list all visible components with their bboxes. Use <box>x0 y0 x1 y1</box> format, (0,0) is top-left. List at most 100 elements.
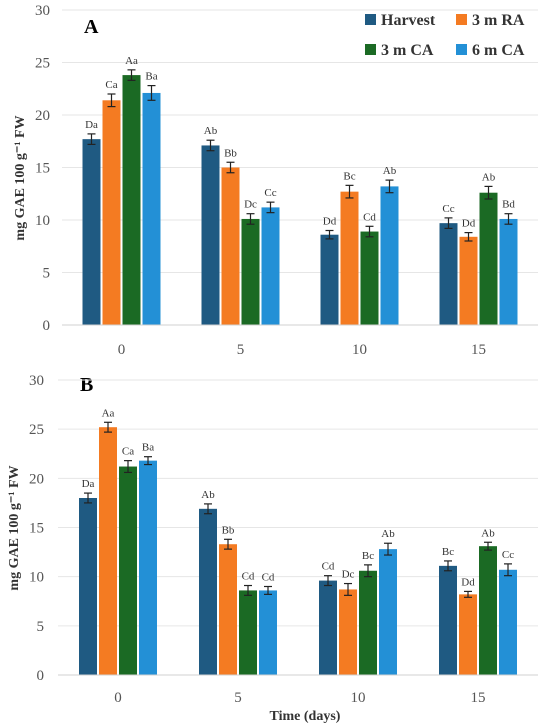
y-tick-label: 25 <box>29 422 44 438</box>
bar <box>319 580 337 675</box>
bar <box>459 594 477 675</box>
x-tick-label: 5 <box>237 342 245 358</box>
legend-label: Harvest <box>381 12 436 29</box>
y-tick-label: 0 <box>37 668 45 684</box>
panel-b-x-axis-title: Time (days) <box>270 709 341 724</box>
bar <box>99 427 117 675</box>
bar-significance-label: Da <box>85 119 98 131</box>
bar-significance-label: Ab <box>381 528 395 540</box>
bar-significance-label: Ab <box>482 171 496 183</box>
x-tick-label: 0 <box>118 342 126 358</box>
bar <box>479 192 498 325</box>
bar-significance-label: Ab <box>201 489 215 501</box>
panel-a-y-ticks: 0 5 10 15 20 25 30 <box>35 3 50 334</box>
bar-significance-label: Dd <box>461 576 475 588</box>
y-tick-label: 10 <box>35 213 50 229</box>
bar-significance-label: Cc <box>264 187 276 199</box>
bar <box>359 570 377 675</box>
error-bar <box>484 185 493 200</box>
bar-significance-label: Cd <box>363 211 376 223</box>
bar <box>479 546 497 675</box>
bar-significance-label: Ab <box>383 165 397 177</box>
error-bar <box>127 69 136 81</box>
y-tick-label: 15 <box>29 521 44 537</box>
legend-item: Harvest <box>365 12 436 29</box>
bar <box>499 569 517 675</box>
bar-significance-label: Bb <box>224 147 237 159</box>
bar <box>139 460 157 675</box>
legend-item: 3 m RA <box>456 12 525 29</box>
panel-b-y-axis-title: mg GAE 100 g⁻¹ FW <box>7 465 22 590</box>
bar-significance-label: Bc <box>362 550 374 562</box>
x-tick-label: 15 <box>471 690 486 706</box>
panel-a-chart: A mg GAE 100 g⁻¹ FW 0 5 10 15 20 25 30 Da Ca Aa B… <box>13 3 538 358</box>
panel-a-y-axis-title: mg GAE 100 g⁻¹ FW <box>13 115 28 240</box>
legend-label: 3 m CA <box>381 42 434 59</box>
error-bar <box>224 538 232 550</box>
bar-significance-label: Dc <box>342 569 355 581</box>
bar-significance-label: Aa <box>125 55 138 67</box>
bar-significance-label: Dd <box>323 216 337 228</box>
bar-significance-label: Ca <box>122 446 134 458</box>
bar-significance-label: Ab <box>204 125 218 137</box>
error-bar <box>124 460 132 474</box>
error-bar <box>504 563 512 577</box>
x-tick-label: 10 <box>352 342 367 358</box>
error-bar <box>324 575 332 587</box>
panel-a-label: A <box>84 16 99 38</box>
error-bar <box>87 133 96 145</box>
bar <box>320 234 339 325</box>
error-bar <box>144 456 152 466</box>
panel-b-bars <box>79 427 517 675</box>
bar <box>142 92 161 325</box>
error-bar <box>206 139 215 152</box>
panel-b-chart: B mg GAE 100 g⁻¹ FW 0 5 10 15 20 25 30 Da Aa Ca B… <box>7 373 538 724</box>
bar <box>439 223 458 325</box>
panel-b-bar-labels: Da Aa Ca Ba Ab Bb Cd Cd Cd Dc Bc Ab Bc Dd Ab Cc <box>82 407 515 588</box>
panel-a-legend: Harvest 3 m RA 3 m CA 6 m CA <box>365 12 525 59</box>
bar-significance-label: Ca <box>105 79 117 91</box>
bar <box>241 218 260 325</box>
bar <box>439 565 457 675</box>
panel-a-bar-labels: Da Ca Aa Ba Ab Bb Dc Cc Dd Bc Cd Ab Cc Dd Ab Bd <box>85 55 515 230</box>
bar-significance-label: Cd <box>262 572 275 584</box>
bar-significance-label: Cc <box>442 203 454 215</box>
error-bar <box>464 232 473 242</box>
bar <box>261 207 280 325</box>
error-bar <box>264 585 272 595</box>
bar-significance-label: Da <box>82 478 95 490</box>
legend-item: 6 m CA <box>456 42 525 59</box>
y-tick-label: 20 <box>29 471 44 487</box>
y-tick-label: 10 <box>29 570 44 586</box>
error-bar <box>444 217 453 229</box>
error-bar <box>364 564 372 578</box>
bar <box>499 218 518 325</box>
bar <box>82 139 101 325</box>
legend-swatch <box>456 14 467 25</box>
bar <box>102 100 121 325</box>
panel-a-error-bars <box>87 69 513 242</box>
x-tick-label: 10 <box>351 690 366 706</box>
y-tick-label: 30 <box>35 3 50 19</box>
bar-significance-label: Dd <box>462 218 476 230</box>
bar-significance-label: Cc <box>502 549 514 561</box>
legend-label: 3 m RA <box>472 12 525 29</box>
bar-significance-label: Bb <box>222 524 235 536</box>
bar <box>122 75 141 325</box>
bar <box>221 167 240 325</box>
error-bar <box>266 201 275 214</box>
error-bar <box>344 582 352 596</box>
bar <box>201 145 220 325</box>
panel-b-y-ticks: 0 5 10 15 20 25 30 <box>29 373 44 684</box>
bar <box>259 590 277 675</box>
panel-b-error-bars <box>84 421 512 598</box>
bar <box>119 466 137 675</box>
y-tick-label: 5 <box>37 619 45 635</box>
panel-a-gridlines <box>62 9 538 326</box>
bar <box>379 549 397 675</box>
y-tick-label: 0 <box>43 318 51 334</box>
bar-significance-label: Ba <box>145 71 157 83</box>
bar-significance-label: Cd <box>242 571 255 583</box>
error-bar <box>345 184 354 199</box>
